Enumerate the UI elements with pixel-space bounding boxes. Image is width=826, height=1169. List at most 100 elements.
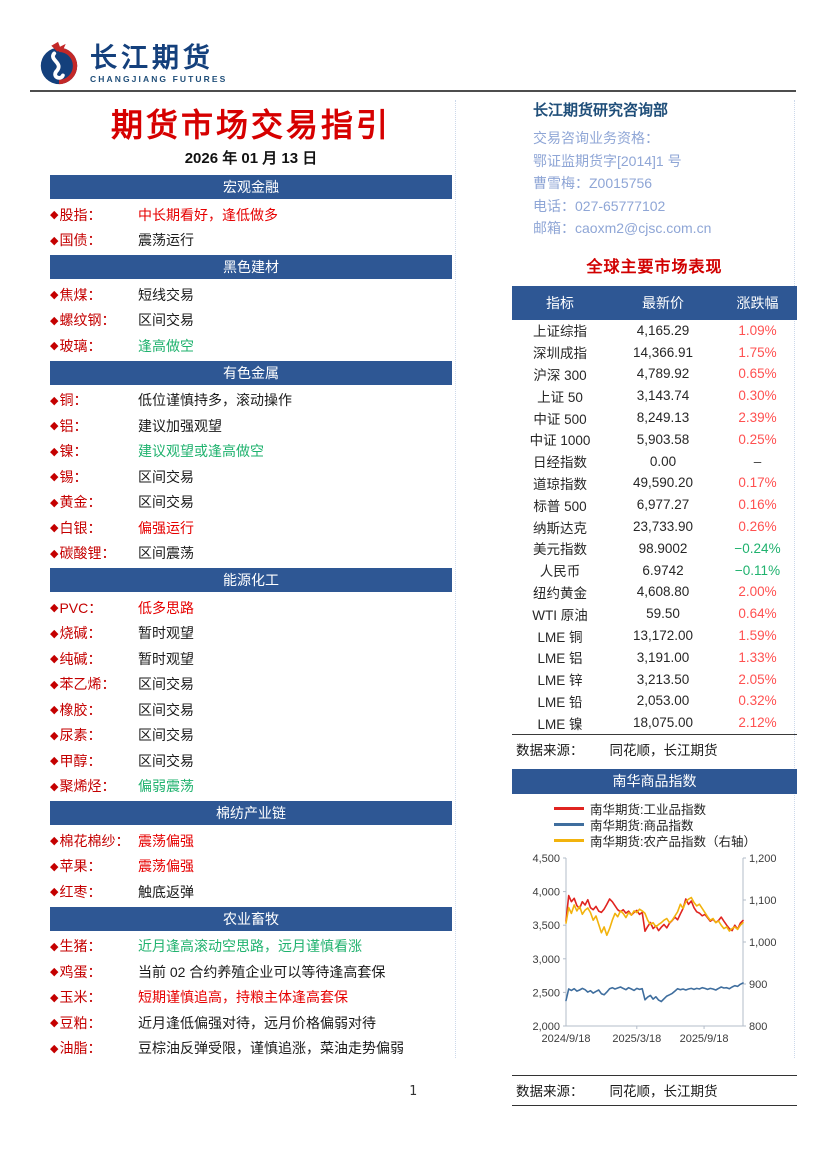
commodity-name: 鸡蛋： — [59, 963, 102, 980]
col-header-indicator: 指标 — [546, 294, 574, 311]
commodity-name: 国债： — [59, 232, 102, 249]
commodity-label: ◆ 聚烯烃： — [50, 776, 138, 796]
market-row: 中证 500 8,249.13 2.39% — [512, 407, 797, 429]
diamond-bullet-icon: ◆ — [50, 314, 59, 327]
latest-price: 14,366.91 — [632, 344, 694, 360]
diamond-bullet-icon: ◆ — [50, 835, 59, 848]
market-row: LME 镍 18,075.00 2.12% — [512, 712, 797, 734]
commodity-name: 橡胶： — [59, 701, 102, 718]
indicator-name: LME 铅 — [537, 694, 583, 710]
page-number: 1 — [409, 1084, 417, 1099]
change-percent: 1.59% — [738, 628, 777, 644]
change-percent: 0.64% — [738, 606, 777, 622]
left-axis-tick-label: 3,500 — [532, 920, 560, 932]
legend-line-swatch — [554, 839, 584, 842]
commodity-row: ◆ 碳酸锂： 区间震荡 — [50, 541, 452, 567]
commodity-label: ◆ 白银： — [50, 518, 138, 538]
market-row: 日经指数 0.00 – — [512, 450, 797, 472]
diamond-bullet-icon: ◆ — [50, 886, 59, 899]
change-percent: 2.39% — [738, 410, 777, 426]
commodity-advice: 近月逢高滚动空思路，远月谨慎看涨 — [138, 938, 362, 955]
commodity-name: 生猪： — [59, 938, 102, 955]
diamond-bullet-icon: ◆ — [50, 394, 59, 407]
change-percent: −0.24% — [734, 540, 781, 556]
diamond-bullet-icon: ◆ — [50, 234, 59, 247]
latest-price: 4,165.29 — [636, 322, 690, 338]
legend-item: 南华期货:商品指数 — [554, 817, 797, 833]
commodity-advice: 低位谨慎持多，滚动操作 — [138, 392, 292, 409]
commodity-row: ◆ 鸡蛋： 当前 02 合约养殖企业可以等待逢高套保 — [50, 959, 452, 985]
indicator-name: WTI 原油 — [532, 607, 588, 623]
commodity-label: ◆ 国债： — [50, 230, 138, 250]
diamond-bullet-icon: ◆ — [50, 1042, 59, 1055]
left-axis-tick-label: 4,500 — [532, 853, 560, 865]
commodity-name: 白银： — [59, 519, 102, 536]
market-row: 中证 1000 5,903.58 0.25% — [512, 428, 797, 450]
commodity-name: 锡： — [59, 468, 88, 485]
commodity-name: 焦煤： — [59, 286, 102, 303]
commodity-row: ◆ 玻璃： 逢高做空 — [50, 333, 452, 359]
research-line-email: 邮箱：caoxm2@cjsc.com.cn — [533, 220, 712, 236]
commodity-advice: 近月逢低偏强对待，远月价格偏弱对待 — [138, 1014, 376, 1031]
market-row: 标普 500 6,977.27 0.16% — [512, 494, 797, 516]
commodity-label: ◆ 甲醇： — [50, 751, 138, 771]
commodity-label: ◆ 苹果： — [50, 856, 138, 876]
commodity-name: 纯碱： — [59, 650, 102, 667]
change-percent: 0.32% — [738, 693, 777, 709]
indicator-name: 中证 1000 — [529, 433, 591, 449]
commodity-name: 油脂： — [59, 1040, 102, 1057]
latest-price: 6.9742 — [642, 562, 684, 578]
change-percent: 1.75% — [738, 344, 777, 360]
indicator-name: 纳斯达克 — [533, 520, 587, 536]
right-axis-tick-label: 1,200 — [749, 853, 777, 865]
commodity-label: ◆ 螺纹钢： — [50, 310, 138, 330]
latest-price: 5,903.58 — [636, 431, 690, 447]
section-header: 有色金属 — [50, 360, 452, 385]
source-value: 同花顺，长江期货 — [609, 1083, 718, 1099]
commodity-label: ◆ 股指： — [50, 205, 138, 225]
market-row: 纳斯达克 23,733.90 0.26% — [512, 516, 797, 538]
column-divider — [455, 100, 456, 1058]
diamond-bullet-icon: ◆ — [50, 627, 59, 640]
diamond-bullet-icon: ◆ — [50, 653, 59, 666]
legend-line-swatch — [554, 823, 584, 826]
commodity-advice: 豆棕油反弹受限，谨慎追涨，菜油走势偏弱 — [138, 1040, 404, 1057]
right-axis-tick-label: 900 — [749, 979, 767, 991]
change-percent: 0.17% — [738, 475, 777, 491]
commodity-row: ◆ 油脂： 豆棕油反弹受限，谨慎追涨，菜油走势偏弱 — [50, 1036, 452, 1062]
changjiang-futures-logo-icon — [40, 41, 78, 85]
commodity-label: ◆ PVC： — [50, 598, 138, 618]
x-axis-tick-label: 2024/9/18 — [542, 1033, 591, 1045]
commodity-advice: 建议观望或逢高做空 — [138, 443, 264, 460]
commodity-advice: 暂时观望 — [138, 625, 194, 642]
page-title: 期货市场交易指引 — [110, 107, 391, 143]
indicator-name: 深圳成指 — [533, 346, 587, 362]
latest-price: 3,191.00 — [636, 649, 690, 665]
change-percent: 1.09% — [738, 322, 777, 338]
x-axis-tick-label: 2025/9/18 — [680, 1033, 729, 1045]
commodity-row: ◆ 铜： 低位谨慎持多，滚动操作 — [50, 388, 452, 414]
latest-price: 13,172.00 — [632, 628, 694, 644]
market-row: 纽约黄金 4,608.80 2.00% — [512, 581, 797, 603]
diamond-bullet-icon: ◆ — [50, 678, 59, 691]
indicator-name: 日经指数 — [533, 455, 587, 471]
commodity-row: ◆ 股指： 中长期看好，逢低做多 — [50, 202, 452, 228]
section-header: 棉纺产业链 — [50, 801, 452, 825]
latest-price: 0.00 — [649, 453, 677, 469]
diamond-bullet-icon: ◆ — [50, 445, 59, 458]
diamond-bullet-icon: ◆ — [50, 1017, 59, 1030]
commodity-advice: 震荡偏强 — [138, 832, 194, 849]
commodity-row: ◆ 红枣： 触底返弹 — [50, 879, 452, 905]
market-row: LME 锌 3,213.50 2.05% — [512, 668, 797, 690]
market-row: LME 铝 3,191.00 1.33% — [512, 646, 797, 668]
commodity-label: ◆ 棉花棉纱： — [50, 831, 138, 851]
research-line-analyst: 曹雪梅：Z0015756 — [533, 175, 653, 191]
diamond-bullet-icon: ◆ — [50, 471, 59, 484]
change-percent: 2.00% — [738, 584, 777, 600]
research-dept-block: 长江期货研究咨询部 交易咨询业务资格： 鄂证监期货字[2014]1 号 曹雪梅：… — [512, 100, 797, 240]
commodity-label: ◆ 橡胶： — [50, 700, 138, 720]
commodity-label: ◆ 烧碱： — [50, 623, 138, 643]
source-value: 同花顺，长江期货 — [609, 742, 718, 758]
commodity-advice: 短期谨慎追高，持粮主体逢高套保 — [138, 989, 348, 1006]
market-section-title: 全球主要市场表现 — [586, 258, 723, 276]
